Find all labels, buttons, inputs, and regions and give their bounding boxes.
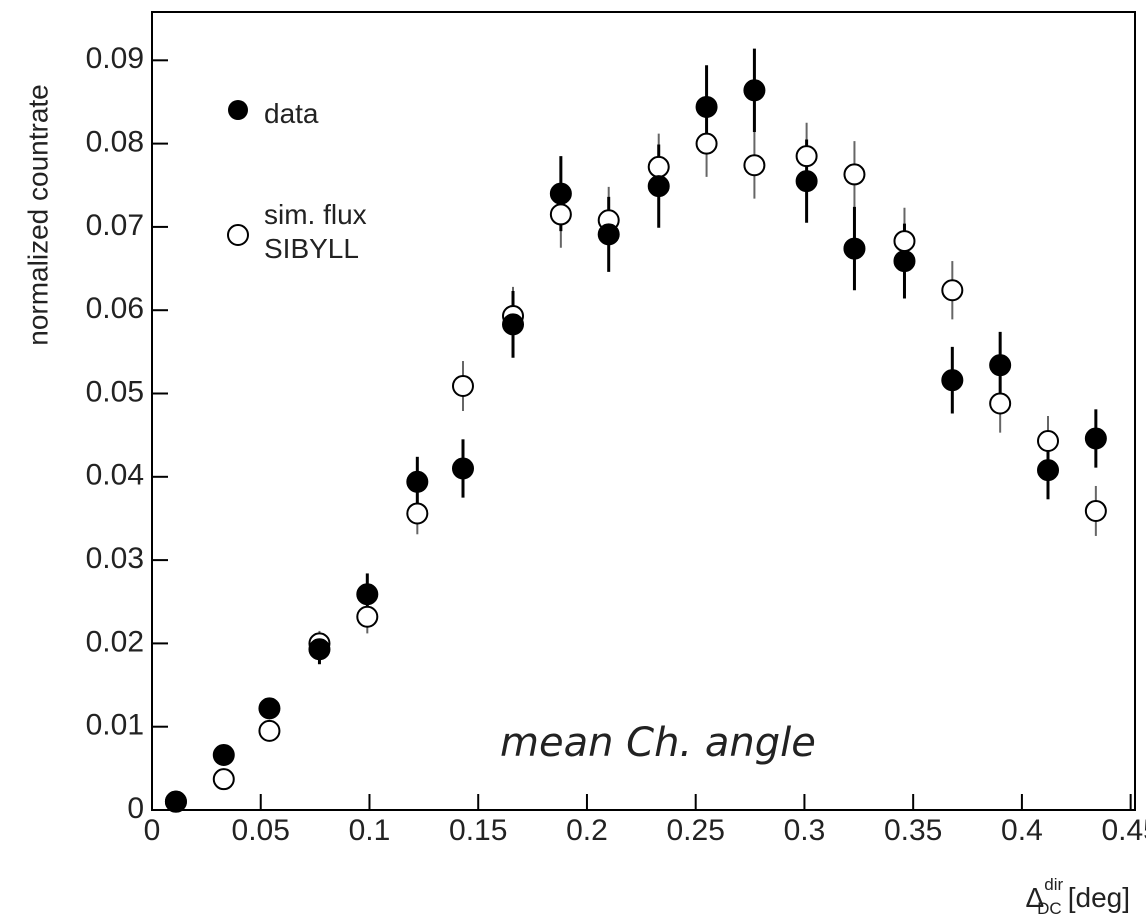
point (502, 313, 525, 336)
point (1084, 427, 1107, 450)
x-label-unit: [deg] (1068, 882, 1130, 913)
point (308, 638, 331, 661)
point (743, 79, 766, 102)
legend-label: data (264, 98, 319, 129)
y-tick-label: 0 (127, 792, 144, 825)
point (451, 375, 474, 398)
point (941, 279, 964, 302)
x-label-sup: dir (1044, 875, 1063, 894)
point (356, 583, 379, 606)
point (989, 392, 1012, 415)
y-tick-label: 0.02 (86, 625, 144, 658)
point (406, 502, 429, 525)
y-tick-label: 0.04 (86, 459, 144, 492)
y-tick-label: 0.09 (86, 42, 144, 75)
x-label-symbol: Δ (1026, 882, 1045, 913)
point (795, 145, 818, 168)
y-tick-label: 0.01 (86, 709, 144, 742)
annotation: mean Ch. angle (500, 720, 816, 766)
point (1037, 459, 1060, 482)
point (695, 132, 718, 155)
point (647, 155, 670, 178)
x-tick-label: 0.2 (566, 814, 608, 847)
point (258, 697, 281, 720)
y-axis-label: normalized countrate (22, 84, 53, 345)
point (597, 223, 620, 246)
x-tick-label: 0.45 (1101, 814, 1146, 847)
point (549, 203, 572, 226)
point (451, 457, 474, 480)
point (989, 354, 1012, 377)
point (164, 790, 187, 813)
legend-marker (228, 100, 248, 120)
point (893, 250, 916, 273)
legend-marker (227, 224, 249, 246)
point (356, 605, 379, 628)
x-tick-label: 0.4 (1001, 814, 1043, 847)
point (549, 182, 572, 205)
point (795, 170, 818, 193)
point (647, 175, 670, 198)
x-tick-label: 0.3 (784, 814, 826, 847)
legend-label: sim. flux SIBYLL (264, 199, 367, 264)
y-tick-label: 0.03 (86, 542, 144, 575)
point (893, 230, 916, 253)
point (843, 163, 866, 186)
x-label-sub: DC (1037, 899, 1062, 918)
x-axis-label: Δdir DC [deg] (1026, 875, 1130, 918)
x-tick-label: 0.05 (232, 814, 290, 847)
point (695, 95, 718, 118)
point (212, 768, 235, 791)
point (843, 237, 866, 260)
x-tick-label: 0.1 (349, 814, 391, 847)
y-tick-label: 0.08 (86, 126, 144, 159)
point (212, 744, 235, 767)
y-tick-label: 0.05 (86, 375, 144, 408)
x-tick-label: 0.35 (884, 814, 942, 847)
point (743, 154, 766, 177)
x-tick-label: 0.25 (666, 814, 724, 847)
point (941, 369, 964, 392)
point (1037, 429, 1060, 452)
y-tick-label: 0.06 (86, 292, 144, 325)
point (1084, 499, 1107, 522)
x-tick-label: 0 (144, 814, 161, 847)
x-tick-label: 0.15 (449, 814, 507, 847)
plot-frame (151, 11, 1136, 811)
point (258, 719, 281, 742)
point (406, 470, 429, 493)
y-tick-label: 0.07 (86, 209, 144, 242)
